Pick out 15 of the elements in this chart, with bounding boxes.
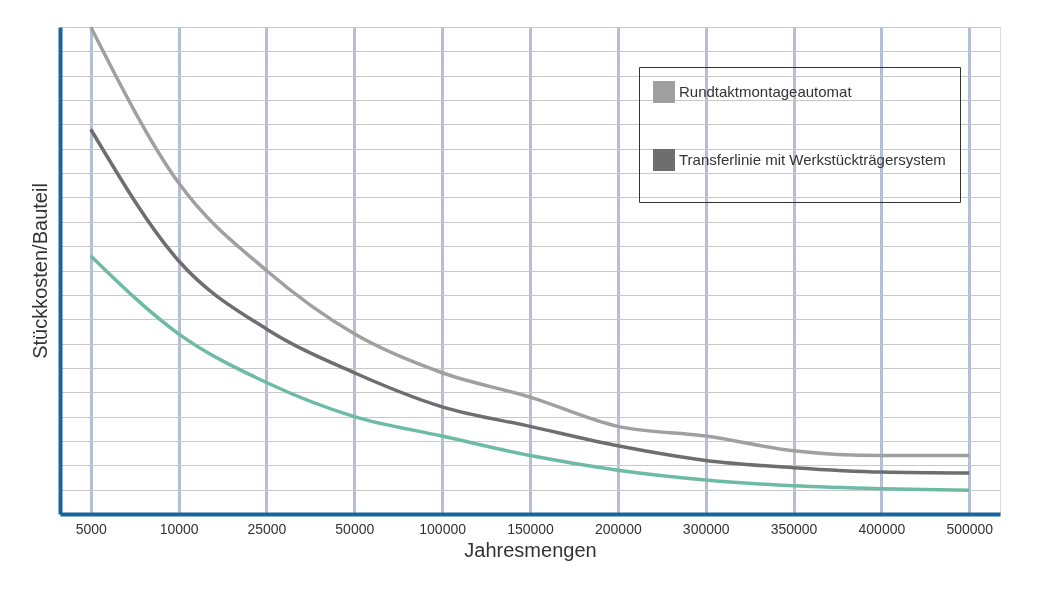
x-tick-label: 500000 xyxy=(946,520,994,537)
x-tick-label: 200000 xyxy=(594,520,642,537)
x-tick-label: 100000 xyxy=(419,520,467,537)
x-tick-label: 400000 xyxy=(858,520,906,537)
x-axis-title: Jahresmengen xyxy=(464,538,597,561)
x-tick-label: 10000 xyxy=(159,520,199,537)
x-tick-label: 25000 xyxy=(247,520,287,537)
x-tick-label: 300000 xyxy=(682,520,730,537)
x-tick-label: 50000 xyxy=(335,520,375,537)
x-tick-label: 5000 xyxy=(75,520,108,537)
y-axis-title: Stückkosten/Bauteil xyxy=(28,183,51,359)
legend-label: Transferlinie mit Werkstückträgersystem xyxy=(679,151,946,168)
legend-label: Rundtaktmontageautomat xyxy=(679,83,853,100)
x-tick-label: 350000 xyxy=(770,520,818,537)
x-tick-label: 150000 xyxy=(507,520,555,537)
